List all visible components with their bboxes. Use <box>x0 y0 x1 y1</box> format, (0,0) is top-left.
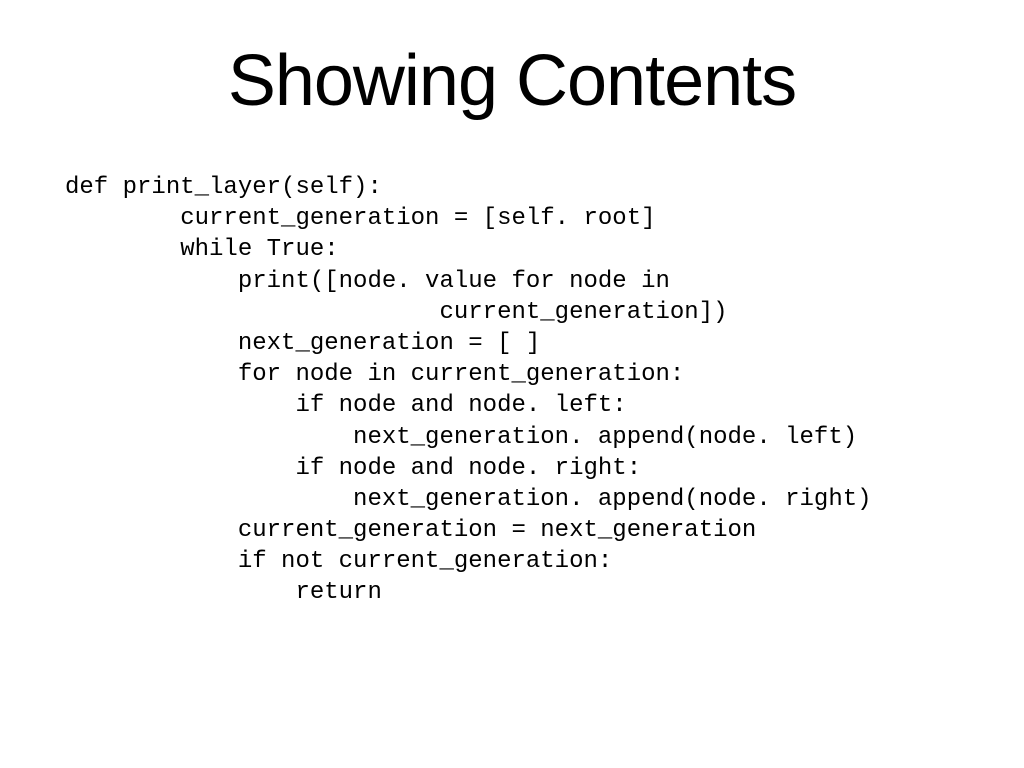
code-line: current_generation]) <box>65 299 728 326</box>
code-line: print([node. value for node in <box>65 268 670 295</box>
code-line: if not current_generation: <box>65 548 612 575</box>
code-line: next_generation. append(node. right) <box>65 486 872 513</box>
code-line: next_generation. append(node. left) <box>65 424 857 451</box>
slide-title: Showing Contents <box>50 40 974 122</box>
code-line: def print_layer(self): <box>65 174 382 201</box>
code-block: def print_layer(self): current_generatio… <box>50 172 974 609</box>
slide-container: Showing Contents def print_layer(self): … <box>0 0 1024 768</box>
code-line: if node and node. right: <box>65 455 641 482</box>
code-line: current_generation = next_generation <box>65 517 756 544</box>
code-line: if node and node. left: <box>65 392 627 419</box>
code-line: return <box>65 579 382 606</box>
code-line: while True: <box>65 236 339 263</box>
code-line: for node in current_generation: <box>65 361 684 388</box>
code-line: current_generation = [self. root] <box>65 205 656 232</box>
code-line: next_generation = [ ] <box>65 330 540 357</box>
